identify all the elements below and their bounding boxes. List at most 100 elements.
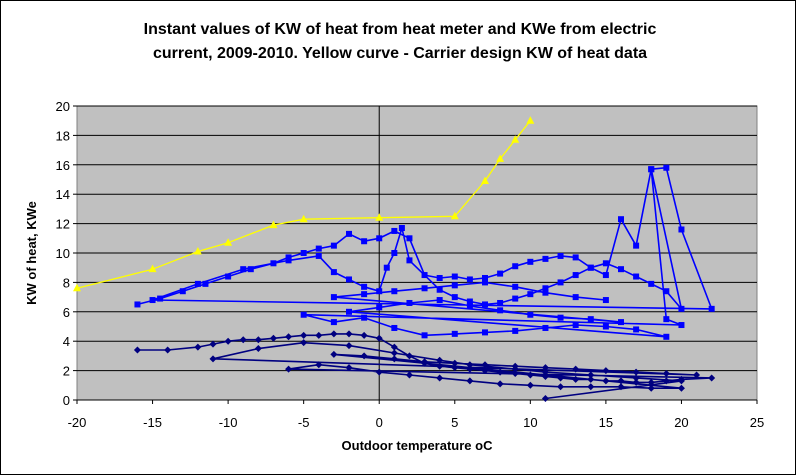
data-point [436, 286, 443, 293]
data-point [512, 283, 519, 290]
data-point [451, 294, 458, 301]
data-point [557, 279, 564, 286]
data-point [541, 395, 549, 403]
data-point [678, 226, 685, 233]
x-tick-label: -15 [143, 415, 162, 430]
data-point [482, 279, 488, 286]
data-point [436, 374, 444, 382]
x-tick-label: 0 [376, 415, 383, 430]
data-point [482, 329, 488, 336]
data-point [315, 245, 322, 252]
data-point [330, 294, 337, 301]
data-point [632, 374, 640, 382]
data-point [391, 227, 398, 234]
data-point [345, 364, 353, 372]
data-point [481, 367, 489, 375]
data-point [405, 352, 413, 360]
series-0 [73, 116, 535, 292]
data-point [512, 263, 519, 270]
data-point [557, 314, 564, 321]
data-point [693, 371, 701, 379]
data-point [587, 383, 595, 391]
data-point [391, 288, 398, 295]
data-point [285, 257, 292, 264]
data-point [663, 164, 670, 171]
data-point [542, 289, 549, 296]
data-point [526, 381, 534, 389]
data-point [405, 371, 413, 379]
x-tick-label: 10 [523, 415, 537, 430]
data-point [541, 368, 549, 376]
data-point [527, 258, 534, 265]
data-point [421, 332, 428, 339]
data-point [360, 352, 368, 360]
data-point [678, 305, 685, 312]
data-point [497, 270, 504, 277]
data-point [663, 333, 670, 340]
x-tick-label: 20 [674, 415, 688, 430]
data-point [300, 250, 307, 256]
data-point [224, 238, 233, 246]
data-point [406, 299, 413, 306]
data-point [451, 282, 458, 289]
data-point [511, 370, 519, 378]
data-point [376, 288, 383, 295]
data-point [164, 346, 172, 354]
data-point [451, 330, 458, 337]
data-point [587, 264, 594, 271]
data-point [526, 371, 534, 379]
data-point [542, 255, 549, 262]
data-point [647, 378, 655, 386]
chart-title-line-2: current, 2009-2010. Yellow curve - Carri… [152, 45, 648, 62]
data-point [240, 266, 247, 273]
data-point [285, 365, 293, 373]
data-point [663, 288, 670, 295]
data-point [587, 375, 595, 383]
data-point [360, 331, 368, 339]
data-point [451, 359, 459, 367]
series-2 [133, 330, 716, 403]
data-point [285, 333, 293, 341]
y-tick-label: 6 [63, 305, 70, 320]
data-point [361, 314, 368, 321]
data-point [663, 316, 670, 323]
data-point [421, 285, 428, 292]
x-tick-label: 5 [451, 415, 458, 430]
data-point [466, 361, 474, 369]
data-point [572, 322, 579, 329]
data-point [602, 377, 610, 385]
data-point [157, 295, 164, 302]
data-point [497, 307, 504, 314]
data-point [450, 211, 459, 220]
data-point [572, 375, 580, 383]
x-axis-title: Outdoor temperature oC [342, 438, 494, 453]
y-tick-label: 4 [63, 334, 70, 349]
x-tick-label: -10 [219, 415, 238, 430]
data-point [330, 242, 337, 249]
data-point [632, 368, 640, 376]
data-point [572, 254, 579, 261]
data-point [602, 272, 609, 279]
data-point [526, 116, 535, 124]
data-point [557, 252, 564, 259]
data-point [572, 272, 579, 279]
data-point [209, 340, 217, 348]
data-point [557, 383, 565, 391]
data-point [300, 311, 307, 318]
data-point [247, 266, 254, 273]
data-point [587, 316, 594, 323]
data-point [436, 356, 444, 364]
data-point [300, 339, 308, 347]
data-point [315, 331, 323, 339]
data-point [496, 380, 504, 388]
y-tick-label: 12 [56, 217, 70, 232]
data-point [451, 364, 459, 372]
data-point [361, 291, 368, 298]
data-point [617, 383, 625, 391]
data-point [678, 322, 685, 329]
data-point [149, 297, 156, 304]
data-point [300, 331, 308, 339]
data-point [496, 368, 504, 376]
data-point [270, 260, 277, 267]
